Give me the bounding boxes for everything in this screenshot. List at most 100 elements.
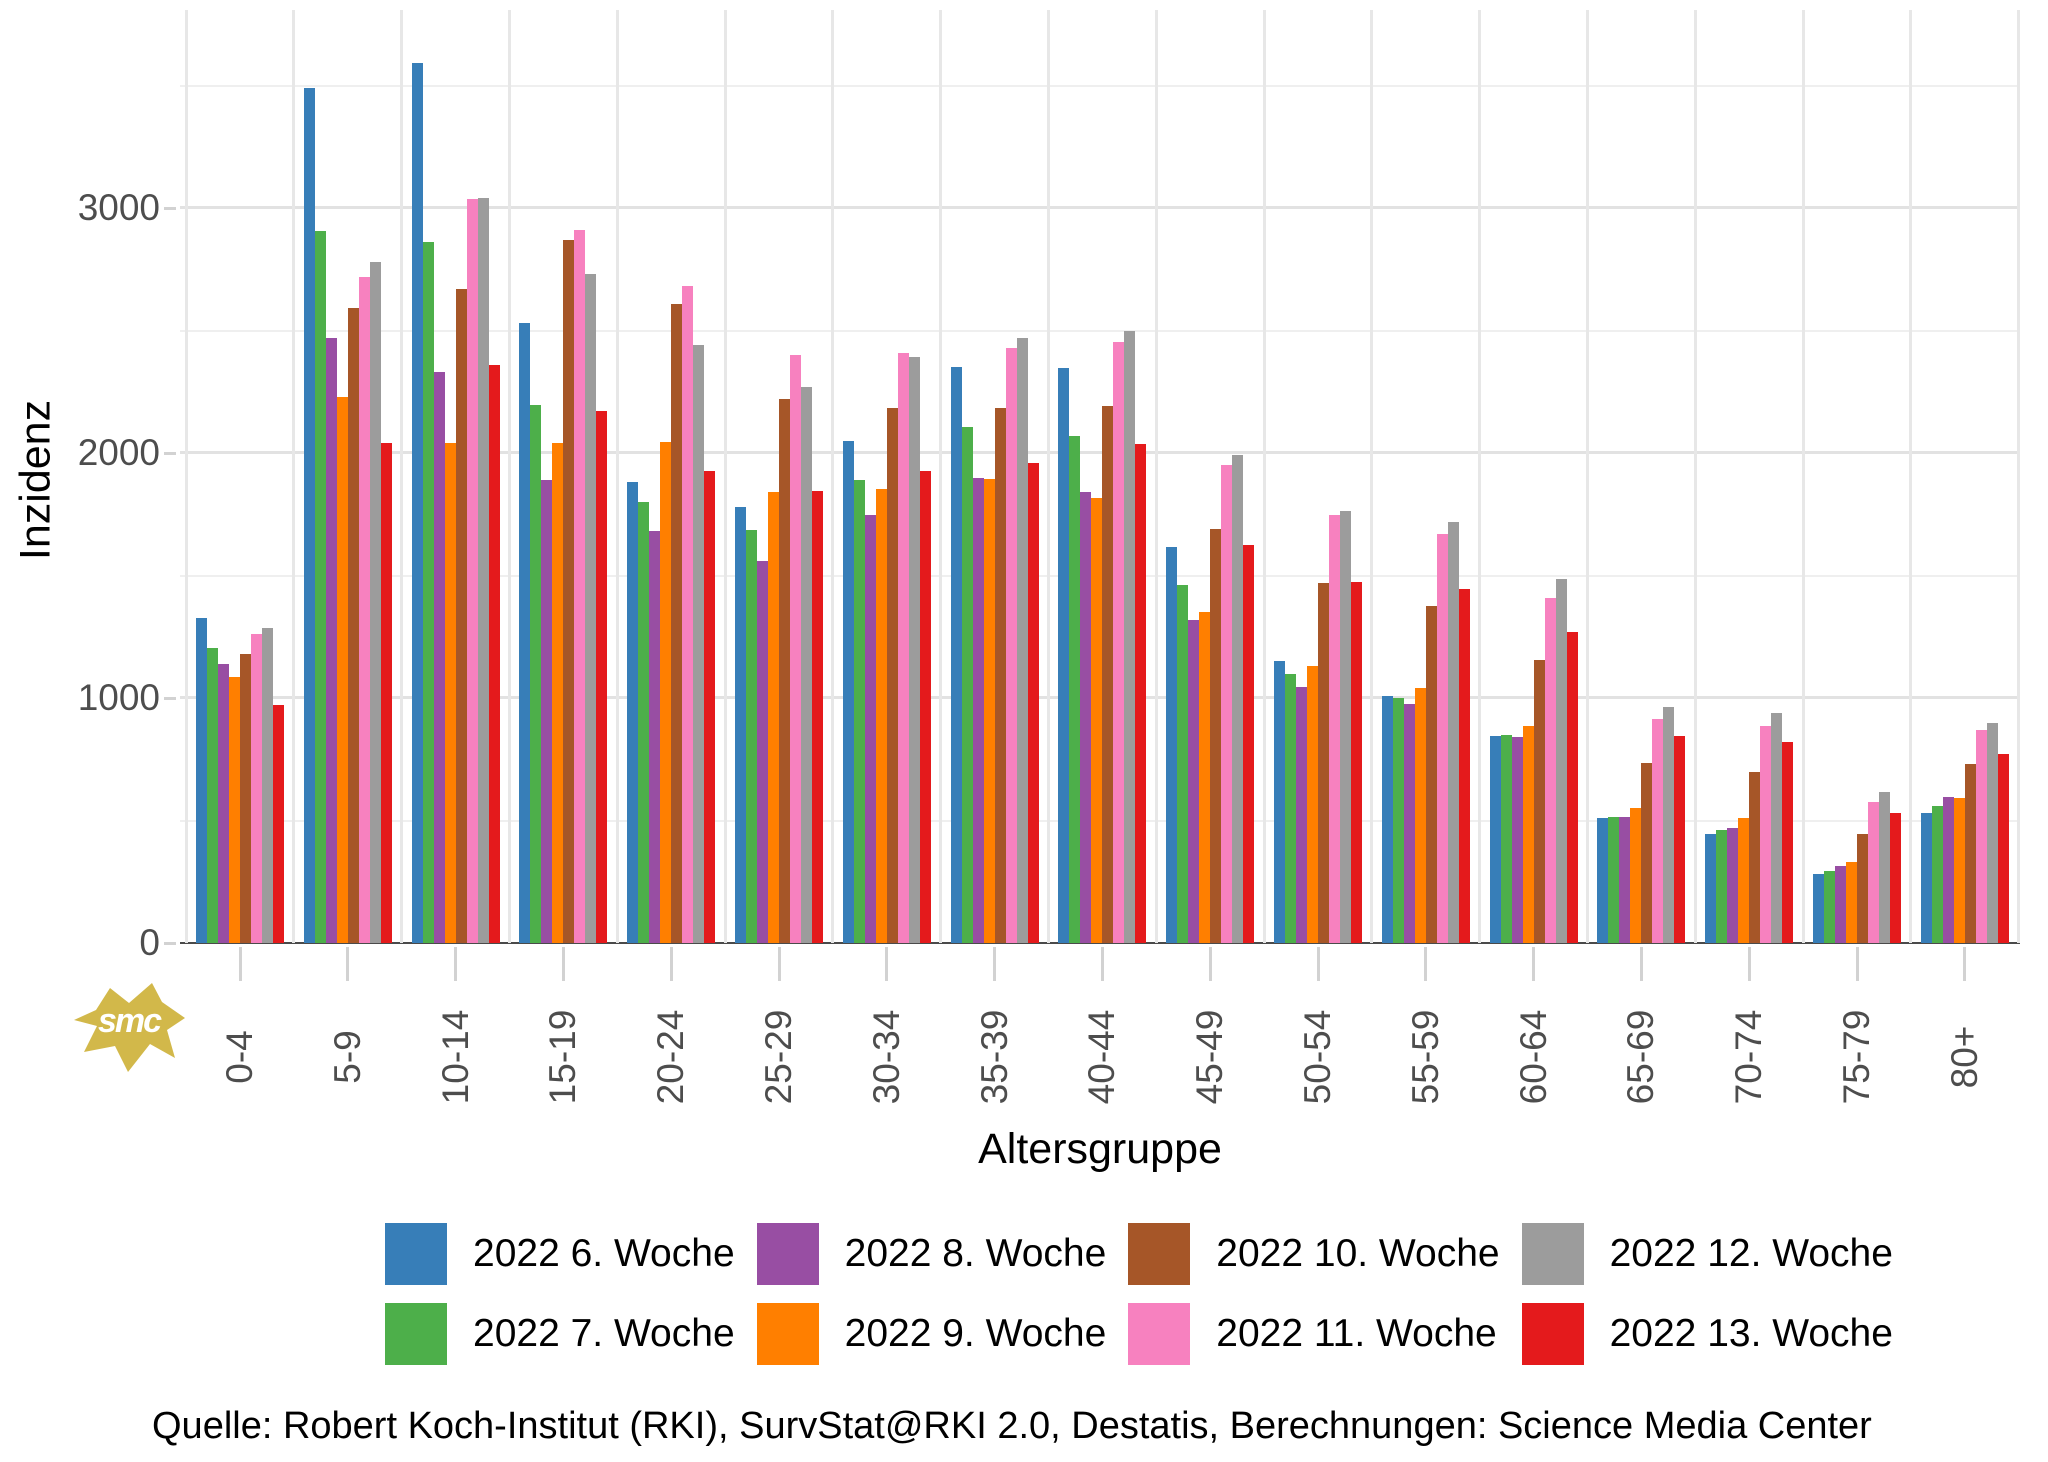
bar — [574, 230, 586, 943]
bar — [627, 482, 639, 943]
bar — [1177, 585, 1189, 943]
y-axis-title-text: Inzidenz — [11, 399, 60, 561]
bar — [411, 63, 423, 943]
bar-group — [735, 10, 823, 943]
legend-item: 2022 11. Woche — [1128, 1303, 1499, 1365]
bar — [251, 634, 262, 943]
bar — [207, 647, 218, 943]
bar — [853, 479, 865, 943]
x-axis-tick — [1208, 947, 1212, 981]
bar — [1392, 698, 1404, 943]
bar-group — [1058, 10, 1147, 943]
y-tick-label: 3000 — [77, 187, 160, 228]
smc-logo-shape — [74, 983, 185, 1072]
bar — [358, 276, 370, 943]
legend-label: 2022 12. Woche — [1609, 1232, 1893, 1275]
bar — [1705, 833, 1717, 943]
bar — [660, 441, 672, 943]
y-axis-tick — [164, 941, 176, 945]
bar — [347, 308, 359, 943]
gridline-vertical — [1047, 10, 1050, 943]
bar — [1458, 588, 1470, 943]
legend-swatch — [385, 1223, 447, 1285]
x-tick-label-text: 20-24 — [650, 1009, 692, 1105]
bar — [1824, 870, 1835, 943]
bar — [1835, 865, 1846, 943]
bar — [961, 427, 973, 943]
bar — [1166, 547, 1178, 943]
x-axis-title: Altersgruppe — [978, 1125, 1222, 1173]
bar — [983, 478, 995, 943]
legend-swatch — [756, 1223, 819, 1285]
bar — [1771, 712, 1783, 943]
bar-group — [627, 10, 716, 943]
bar-group — [1813, 10, 1901, 943]
legend-swatch — [1128, 1303, 1191, 1365]
bar — [682, 286, 694, 943]
bar — [950, 367, 962, 943]
bar — [1489, 735, 1501, 943]
bar — [1403, 704, 1415, 943]
gridline-horizontal — [180, 451, 2020, 454]
bar — [735, 506, 746, 943]
y-axis-tick — [164, 696, 176, 700]
x-tick-label-text: 15-19 — [542, 1009, 584, 1105]
bar — [1522, 726, 1534, 943]
bar — [541, 479, 553, 943]
bar — [1351, 581, 1362, 943]
x-tick-label-text: 60-64 — [1512, 1009, 1554, 1105]
bar — [1414, 688, 1426, 943]
x-axis-tick — [1316, 947, 1320, 981]
bar — [1102, 406, 1114, 943]
bar — [1274, 661, 1285, 943]
smc-logo-text: smc — [98, 1002, 162, 1040]
bar — [1124, 330, 1136, 943]
bar — [1890, 813, 1901, 943]
bar-group — [950, 10, 1039, 943]
bar — [325, 337, 337, 943]
x-axis-tick — [346, 947, 350, 981]
gridline-vertical — [1801, 10, 1805, 943]
gridline-vertical — [831, 10, 835, 943]
legend-label: 2022 10. Woche — [1216, 1232, 1500, 1275]
legend-label: 2022 13. Woche — [1609, 1312, 1893, 1355]
x-axis-line — [180, 942, 2020, 944]
x-tick-label-text: 35-39 — [973, 1009, 1015, 1105]
bar — [1436, 533, 1448, 943]
smc-logo: smc — [74, 983, 185, 1072]
bar — [1296, 686, 1307, 943]
bar — [779, 399, 790, 943]
bar — [1318, 582, 1329, 943]
bar — [519, 323, 531, 943]
bar — [649, 531, 661, 943]
legend-swatch — [1521, 1223, 1584, 1285]
bar — [1058, 368, 1070, 943]
bar — [1727, 827, 1739, 943]
bar — [1307, 666, 1318, 943]
bar — [1663, 706, 1675, 943]
x-axis-tick — [238, 947, 242, 981]
bar — [1964, 764, 1976, 943]
legend-swatch — [756, 1303, 819, 1365]
bar — [444, 443, 456, 943]
bar — [1381, 695, 1393, 943]
y-axis-tick — [164, 451, 176, 455]
bar — [1597, 818, 1609, 943]
gridline-vertical — [508, 10, 511, 943]
bar-group — [519, 10, 608, 943]
bar — [1749, 771, 1761, 943]
gridline-vertical — [1693, 10, 1697, 943]
x-tick-label-text: 75-79 — [1836, 1009, 1877, 1105]
y-tick-label: 1000 — [77, 677, 160, 718]
bar — [563, 239, 575, 943]
x-axis-tick — [1747, 947, 1751, 981]
legend-swatch — [1128, 1223, 1191, 1285]
gridline-horizontal — [180, 329, 2020, 332]
bar — [488, 364, 500, 943]
y-axis-title: Inzidenz — [12, 330, 60, 630]
x-axis-tick — [1855, 947, 1859, 981]
x-axis-tick — [1100, 947, 1104, 981]
bar — [552, 443, 564, 943]
bar — [1091, 498, 1103, 943]
x-axis-tick — [561, 947, 565, 981]
